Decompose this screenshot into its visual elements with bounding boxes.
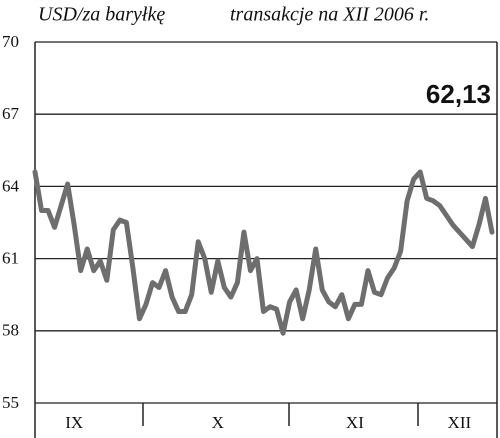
y-tick-label: 64 bbox=[2, 176, 20, 195]
x-tick-label: XI bbox=[346, 413, 364, 432]
x-tick-label: IX bbox=[65, 413, 83, 432]
x-tick-label: X bbox=[212, 413, 224, 432]
chart-title: USD/za baryłkę bbox=[38, 4, 165, 26]
chart-subtitle: transakcje na XII 2006 r. bbox=[230, 4, 429, 26]
y-tick-label: 58 bbox=[2, 321, 19, 340]
y-tick-label: 70 bbox=[2, 32, 19, 51]
x-tick-label: XII bbox=[448, 413, 472, 432]
y-tick-label: 67 bbox=[2, 104, 20, 123]
y-tick-label: 61 bbox=[2, 249, 19, 268]
y-tick-label: 55 bbox=[2, 393, 19, 412]
price-line bbox=[32, 169, 495, 336]
last-value: 62,13 bbox=[426, 79, 491, 109]
